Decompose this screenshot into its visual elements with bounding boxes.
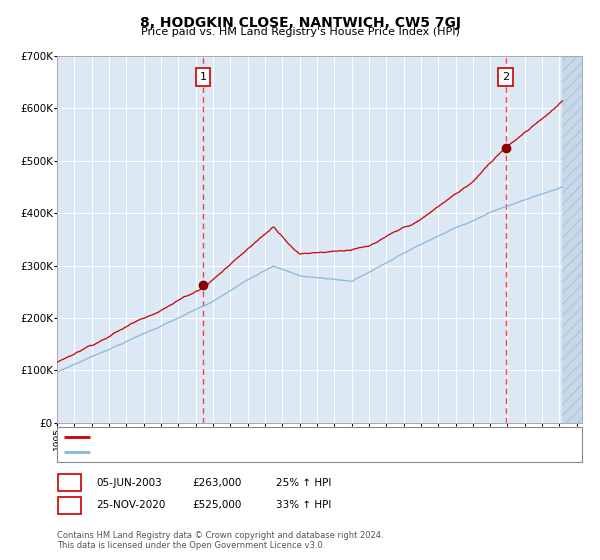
- Text: 25% ↑ HPI: 25% ↑ HPI: [276, 478, 331, 488]
- Text: £525,000: £525,000: [192, 500, 241, 510]
- Text: 8, HODGKIN CLOSE, NANTWICH, CW5 7GJ: 8, HODGKIN CLOSE, NANTWICH, CW5 7GJ: [139, 16, 461, 30]
- Text: HPI: Average price, detached house, Cheshire East: HPI: Average price, detached house, Ches…: [97, 447, 345, 458]
- Text: 33% ↑ HPI: 33% ↑ HPI: [276, 500, 331, 510]
- Bar: [562, 56, 582, 423]
- Text: Contains HM Land Registry data © Crown copyright and database right 2024.
This d: Contains HM Land Registry data © Crown c…: [57, 531, 383, 550]
- Text: 1: 1: [200, 72, 206, 82]
- Text: 05-JUN-2003: 05-JUN-2003: [96, 478, 162, 488]
- Text: 25-NOV-2020: 25-NOV-2020: [96, 500, 166, 510]
- Text: Price paid vs. HM Land Registry's House Price Index (HPI): Price paid vs. HM Land Registry's House …: [140, 27, 460, 37]
- Text: £263,000: £263,000: [192, 478, 241, 488]
- Text: 8, HODGKIN CLOSE, NANTWICH, CW5 7GJ (detached house): 8, HODGKIN CLOSE, NANTWICH, CW5 7GJ (det…: [97, 432, 389, 442]
- Text: 2: 2: [502, 72, 509, 82]
- Text: 2: 2: [66, 500, 73, 510]
- Text: 1: 1: [66, 478, 73, 488]
